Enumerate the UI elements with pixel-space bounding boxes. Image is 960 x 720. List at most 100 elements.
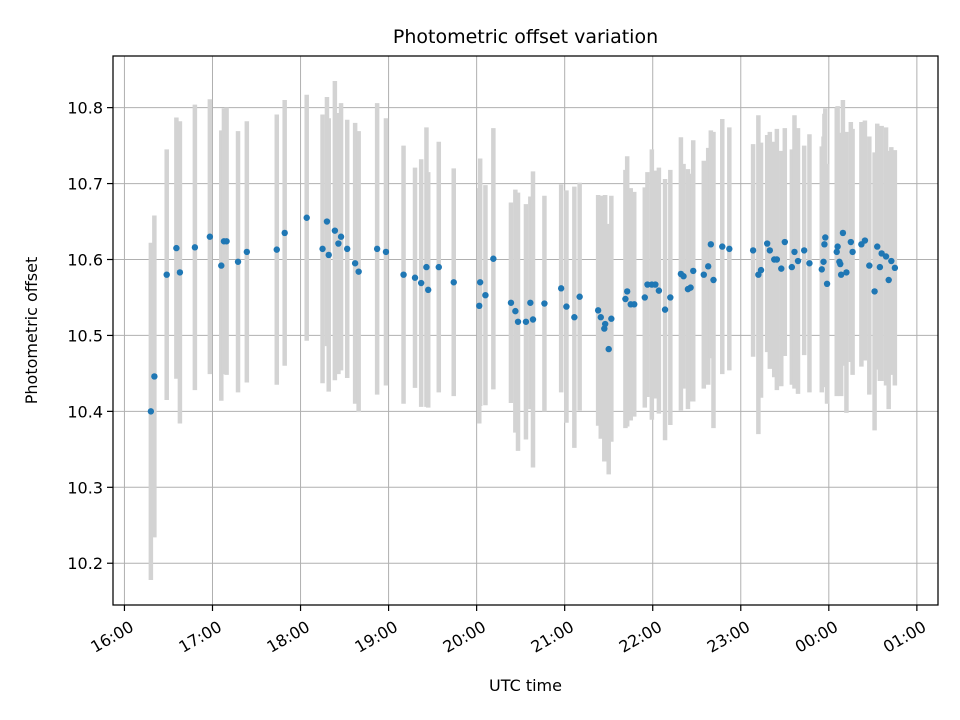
data-point (423, 263, 430, 271)
data-point (773, 256, 781, 263)
y-axis-title: Photometric offset (22, 257, 41, 405)
data-point (601, 320, 609, 328)
data-point (800, 247, 808, 254)
data-point (704, 263, 712, 270)
y-axis: 10.2 10.3 10.4 10.5 10.6 10.7 10.8 (67, 99, 113, 573)
data-point (837, 271, 845, 278)
point-layer (147, 214, 899, 415)
data-point (749, 247, 757, 254)
data-point (766, 247, 774, 254)
data-point (641, 294, 649, 301)
data-point (874, 243, 881, 250)
data-point (823, 280, 831, 288)
data-point (690, 267, 697, 275)
y-tick-label: 10.3 (67, 478, 103, 497)
chart-title: Photometric offset variation (393, 26, 658, 48)
data-point (843, 269, 850, 276)
data-point (512, 307, 519, 315)
data-point (820, 258, 827, 265)
data-point (303, 214, 310, 221)
data-point (707, 241, 715, 248)
data-point (191, 244, 199, 251)
data-point (644, 281, 651, 288)
data-point (335, 240, 342, 247)
data-point (726, 245, 733, 253)
data-point (655, 287, 663, 294)
data-point (885, 276, 892, 284)
data-point (822, 234, 829, 241)
data-point (871, 288, 878, 295)
data-point (323, 218, 331, 225)
y-tick-label: 10.5 (67, 326, 103, 345)
data-point (176, 269, 184, 276)
data-point (605, 345, 612, 353)
data-point (710, 276, 717, 284)
data-point (837, 260, 844, 268)
data-point (382, 248, 390, 256)
data-point (757, 266, 765, 274)
data-point (597, 314, 604, 321)
data-point (839, 229, 847, 237)
data-point (541, 300, 548, 307)
data-point (794, 257, 802, 265)
data-point (273, 246, 280, 253)
data-point (147, 408, 155, 415)
data-point (151, 373, 158, 380)
data-point (818, 266, 825, 273)
data-point (631, 301, 638, 308)
data-point (687, 284, 694, 291)
data-point (223, 238, 230, 245)
data-point (206, 233, 214, 240)
data-point (834, 243, 841, 250)
data-point (234, 258, 242, 265)
data-point (218, 262, 225, 269)
data-point (476, 302, 483, 310)
data-point (337, 233, 345, 240)
y-tick-label: 10.4 (67, 402, 103, 421)
data-point (319, 245, 326, 253)
data-point (849, 248, 856, 256)
data-point (719, 243, 726, 250)
y-tick-label: 10.6 (67, 251, 103, 270)
data-point (571, 314, 578, 321)
y-tick-label: 10.8 (67, 99, 103, 118)
data-point (778, 265, 785, 272)
data-point (888, 257, 895, 265)
data-point (661, 306, 669, 313)
data-point (490, 255, 497, 262)
data-point (788, 263, 796, 271)
data-point (821, 241, 828, 248)
data-point (281, 229, 288, 237)
data-point (861, 237, 869, 244)
data-point (576, 293, 583, 300)
data-point (400, 271, 407, 278)
data-point (163, 271, 170, 278)
plot-area-frame (112, 55, 939, 606)
x-axis-title: UTC time (489, 676, 562, 695)
data-point (507, 299, 515, 306)
data-point (876, 263, 884, 271)
data-point (450, 279, 457, 286)
data-point (411, 274, 419, 281)
data-point (557, 285, 565, 292)
data-point (891, 264, 899, 272)
data-point (351, 260, 359, 267)
data-point (355, 268, 362, 275)
data-point (833, 248, 840, 256)
data-point (482, 291, 489, 299)
data-point (622, 295, 629, 303)
data-point (866, 262, 873, 269)
data-point (623, 288, 631, 295)
data-point (243, 248, 251, 256)
data-point (700, 271, 707, 278)
data-point (514, 318, 522, 325)
data-point (882, 253, 890, 260)
y-tick-label: 10.2 (67, 554, 103, 573)
data-point (344, 245, 351, 253)
data-point (417, 279, 425, 287)
data-point (763, 240, 771, 247)
y-tick-label: 10.7 (67, 175, 103, 194)
data-point (425, 286, 432, 294)
data-point (529, 316, 537, 323)
